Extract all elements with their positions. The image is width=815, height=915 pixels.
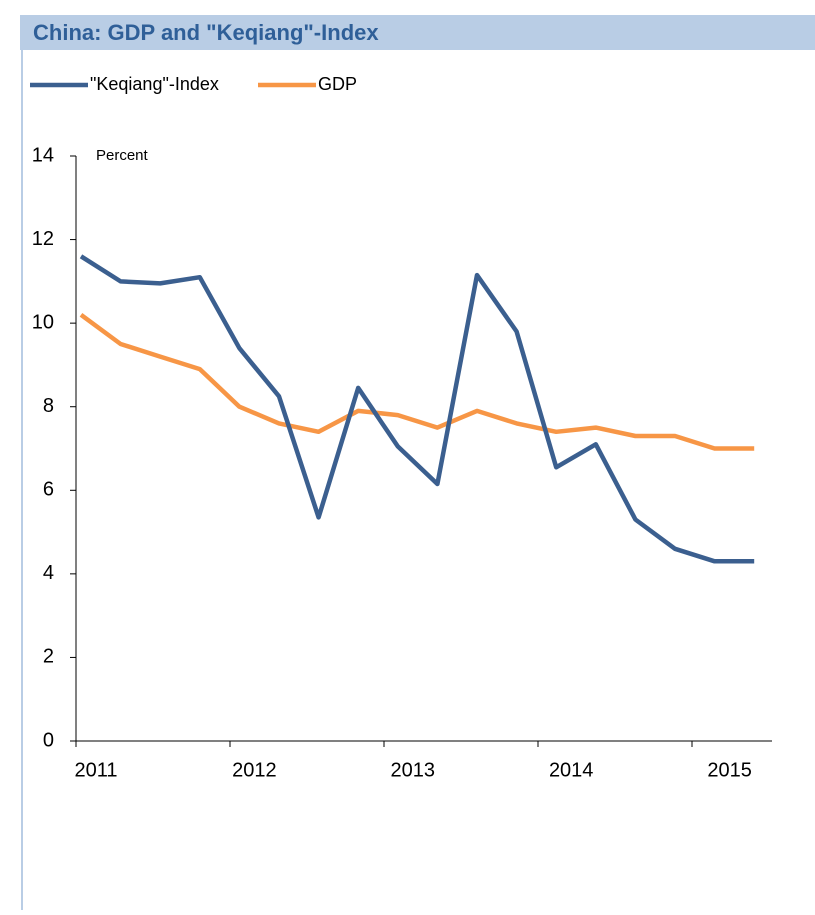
y-tick-label: 4	[43, 562, 54, 584]
x-tick-label: 2014	[549, 759, 594, 781]
x-tick-label: 2012	[232, 759, 277, 781]
y-tick-label: 10	[32, 311, 54, 333]
x-tick-label: 2011	[74, 759, 117, 781]
chart-title: China: GDP and "Keqiang"-Index	[33, 20, 379, 45]
legend-label: "Keqiang"-Index	[90, 74, 219, 94]
legend-label: GDP	[318, 74, 357, 94]
y-axis-label: Percent	[96, 147, 149, 164]
y-tick-label: 12	[32, 228, 54, 250]
y-tick-label: 2	[43, 646, 54, 668]
x-tick-label: 2015	[707, 759, 752, 781]
series-line	[79, 312, 755, 451]
y-tick-label: 6	[43, 479, 54, 501]
series-line	[79, 254, 755, 564]
x-tick-label: 2013	[391, 759, 436, 781]
title-bar	[20, 15, 815, 50]
y-tick-label: 0	[43, 729, 54, 751]
y-tick-label: 14	[32, 144, 54, 166]
y-tick-label: 8	[43, 395, 54, 417]
